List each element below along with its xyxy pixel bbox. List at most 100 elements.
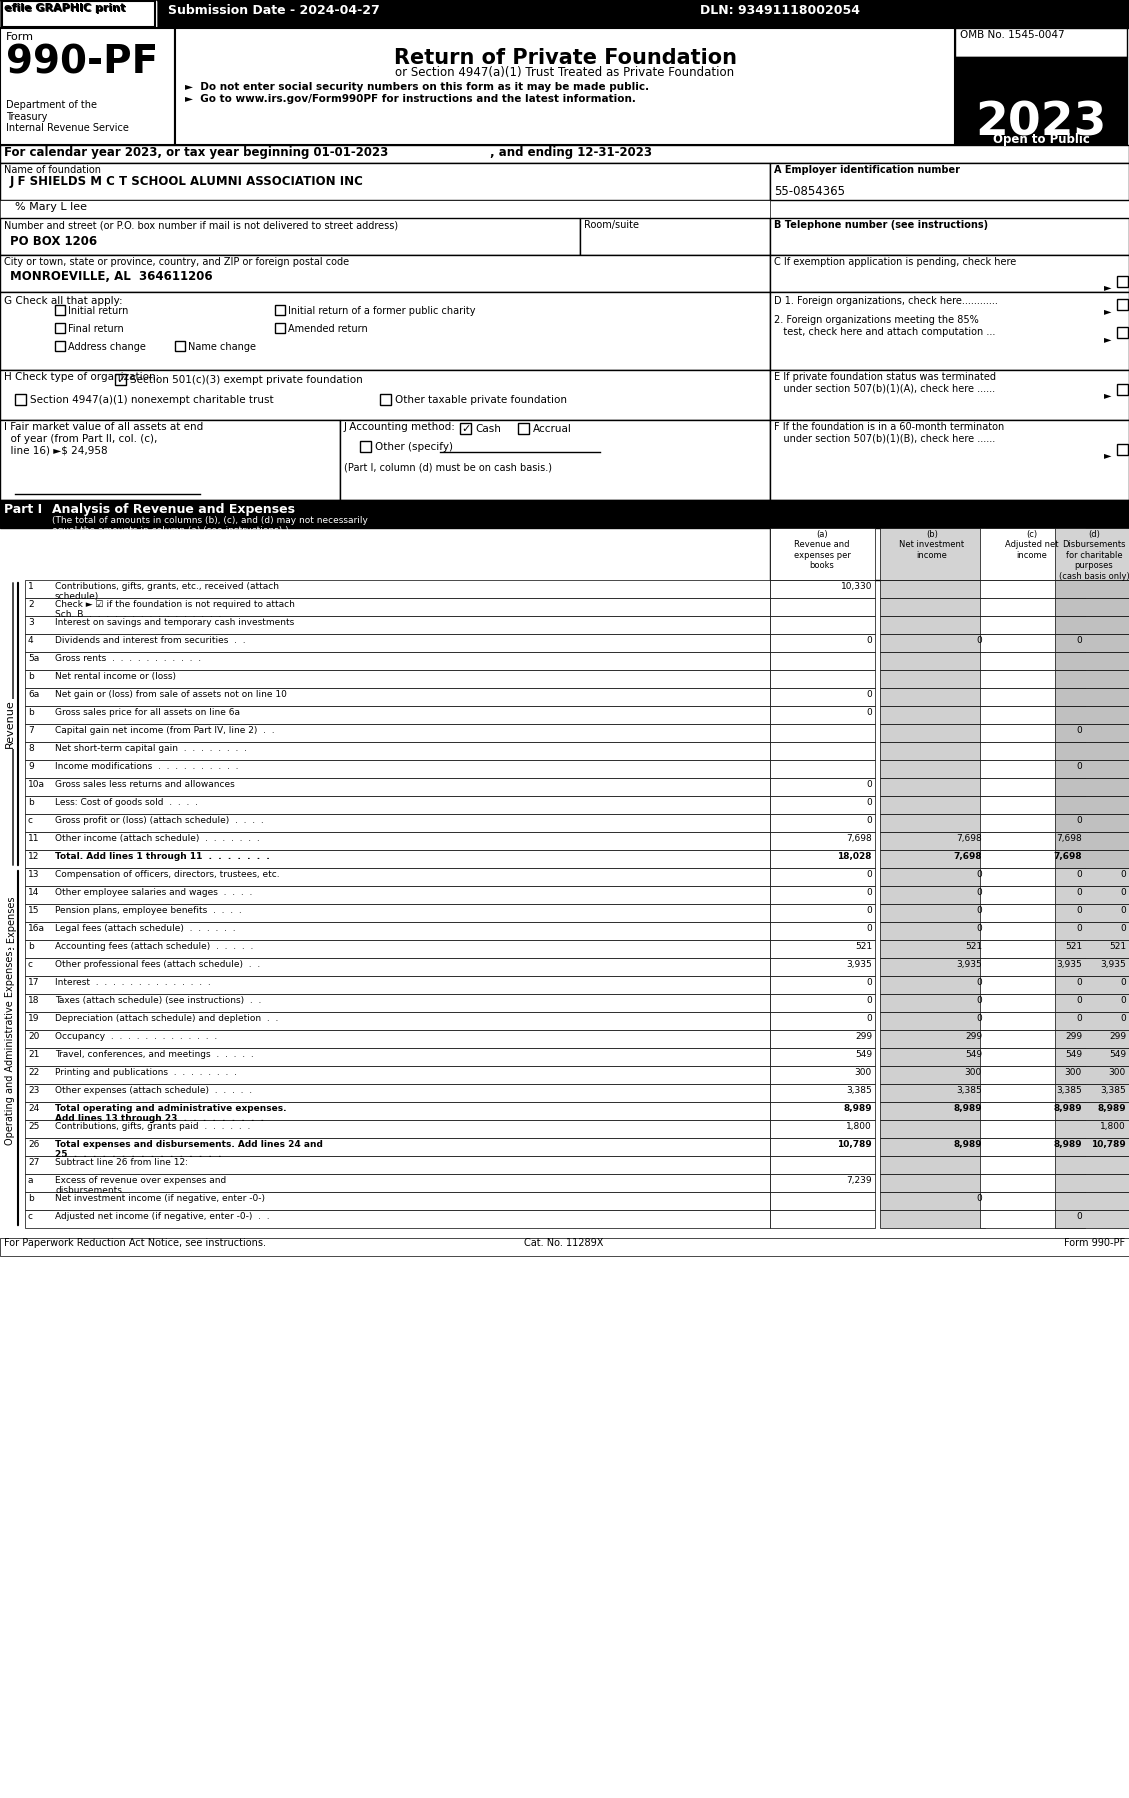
Text: DLN: 93491118002054: DLN: 93491118002054 bbox=[700, 4, 860, 16]
Bar bbox=[1054, 761, 1129, 779]
Bar bbox=[980, 958, 1085, 976]
Bar bbox=[340, 421, 770, 500]
Bar bbox=[1054, 814, 1129, 832]
Bar bbox=[0, 291, 770, 370]
Text: 0: 0 bbox=[977, 996, 982, 1005]
Text: Address change: Address change bbox=[68, 342, 146, 352]
Bar bbox=[518, 423, 530, 433]
Text: 8: 8 bbox=[28, 744, 34, 753]
Bar bbox=[879, 1102, 984, 1120]
Bar bbox=[1054, 922, 1129, 940]
Text: Printing and publications  .  .  .  .  .  .  .  .: Printing and publications . . . . . . . … bbox=[55, 1068, 237, 1077]
Text: 7,698: 7,698 bbox=[847, 834, 872, 843]
Bar bbox=[879, 868, 984, 886]
Bar bbox=[980, 832, 1085, 850]
Bar bbox=[1054, 1138, 1129, 1156]
Text: City or town, state or province, country, and ZIP or foreign postal code: City or town, state or province, country… bbox=[5, 257, 349, 266]
Bar bbox=[980, 1174, 1085, 1192]
Text: 22: 22 bbox=[28, 1068, 40, 1077]
Text: 0: 0 bbox=[1120, 978, 1126, 987]
Text: efile GRAPHIC print: efile GRAPHIC print bbox=[5, 4, 125, 13]
Bar bbox=[25, 1192, 770, 1210]
Bar bbox=[770, 868, 875, 886]
Text: 1,800: 1,800 bbox=[1101, 1122, 1126, 1131]
Bar bbox=[115, 374, 126, 385]
Bar bbox=[25, 707, 770, 725]
Text: 8,989: 8,989 bbox=[1097, 1104, 1126, 1113]
Bar bbox=[1054, 529, 1129, 581]
Text: (Part I, column (d) must be on cash basis.): (Part I, column (d) must be on cash basi… bbox=[344, 462, 552, 473]
Text: 3,935: 3,935 bbox=[956, 960, 982, 969]
Bar bbox=[770, 421, 1129, 500]
Text: 0: 0 bbox=[866, 888, 872, 897]
Bar bbox=[879, 653, 984, 671]
Text: 12: 12 bbox=[28, 852, 40, 861]
Text: 8,989: 8,989 bbox=[843, 1104, 872, 1113]
Bar bbox=[1054, 1102, 1129, 1120]
Text: 24: 24 bbox=[28, 1104, 40, 1113]
Text: 5a: 5a bbox=[28, 654, 40, 663]
Bar bbox=[25, 994, 770, 1012]
Text: 1: 1 bbox=[28, 583, 34, 592]
Text: Interest on savings and temporary cash investments: Interest on savings and temporary cash i… bbox=[55, 619, 295, 628]
Text: 0: 0 bbox=[977, 1194, 982, 1203]
Text: 25: 25 bbox=[28, 1122, 40, 1131]
Bar bbox=[770, 635, 875, 653]
Bar bbox=[25, 689, 770, 707]
Bar bbox=[879, 529, 984, 581]
Bar bbox=[879, 958, 984, 976]
Text: Occupancy  .  .  .  .  .  .  .  .  .  .  .  .  .: Occupancy . . . . . . . . . . . . . bbox=[55, 1032, 217, 1041]
Text: 0: 0 bbox=[977, 978, 982, 987]
Text: 0: 0 bbox=[866, 816, 872, 825]
Bar bbox=[980, 689, 1085, 707]
Bar bbox=[980, 653, 1085, 671]
Text: 19: 19 bbox=[28, 1014, 40, 1023]
Text: Revenue: Revenue bbox=[5, 699, 15, 748]
Bar bbox=[879, 635, 984, 653]
Text: Department of the
Treasury
Internal Revenue Service: Department of the Treasury Internal Reve… bbox=[6, 101, 129, 133]
Text: 549: 549 bbox=[1109, 1050, 1126, 1059]
Text: Capital gain net income (from Part IV, line 2)  .  .: Capital gain net income (from Part IV, l… bbox=[55, 726, 274, 735]
Text: efile GRAPHIC print: efile GRAPHIC print bbox=[5, 4, 126, 14]
Bar bbox=[1054, 886, 1129, 904]
Text: 3,385: 3,385 bbox=[847, 1086, 872, 1095]
Text: I Fair market value of all assets at end
  of year (from Part II, col. (c),
  li: I Fair market value of all assets at end… bbox=[5, 423, 203, 455]
Bar bbox=[980, 779, 1085, 797]
Text: 0: 0 bbox=[866, 798, 872, 807]
Bar bbox=[25, 1012, 770, 1030]
Bar bbox=[980, 529, 1085, 581]
Text: B Telephone number (see instructions): B Telephone number (see instructions) bbox=[774, 219, 988, 230]
Text: 0: 0 bbox=[1076, 906, 1082, 915]
Text: 0: 0 bbox=[866, 906, 872, 915]
Bar bbox=[980, 1120, 1085, 1138]
Bar bbox=[1054, 832, 1129, 850]
Bar bbox=[1054, 850, 1129, 868]
Bar bbox=[0, 29, 175, 146]
Text: 0: 0 bbox=[1076, 870, 1082, 879]
Bar bbox=[0, 1239, 1129, 1257]
Bar bbox=[25, 1156, 770, 1174]
Bar bbox=[25, 797, 770, 814]
Bar bbox=[879, 581, 984, 599]
Text: 2. Foreign organizations meeting the 85%
   test, check here and attach computat: 2. Foreign organizations meeting the 85%… bbox=[774, 315, 996, 336]
Bar bbox=[980, 581, 1085, 599]
Text: Open to Public
Inspection: Open to Public Inspection bbox=[992, 133, 1089, 162]
Bar bbox=[25, 886, 770, 904]
Bar bbox=[770, 617, 875, 635]
Bar bbox=[1054, 689, 1129, 707]
Bar bbox=[770, 940, 875, 958]
Bar bbox=[770, 255, 1129, 291]
Bar bbox=[1054, 994, 1129, 1012]
Text: Name change: Name change bbox=[189, 342, 256, 352]
Bar bbox=[55, 324, 65, 333]
Text: (d)
Disbursements
for charitable
purposes
(cash basis only): (d) Disbursements for charitable purpose… bbox=[1059, 530, 1129, 581]
Text: a: a bbox=[28, 1176, 34, 1185]
Text: Number and street (or P.O. box number if mail is not delivered to street address: Number and street (or P.O. box number if… bbox=[5, 219, 399, 230]
Bar bbox=[1117, 444, 1128, 455]
Bar bbox=[380, 394, 391, 405]
Bar bbox=[1054, 958, 1129, 976]
Text: Room/suite: Room/suite bbox=[584, 219, 639, 230]
Text: Final return: Final return bbox=[68, 324, 124, 334]
Text: Other professional fees (attach schedule)  .  .: Other professional fees (attach schedule… bbox=[55, 960, 261, 969]
Bar bbox=[0, 0, 1129, 29]
